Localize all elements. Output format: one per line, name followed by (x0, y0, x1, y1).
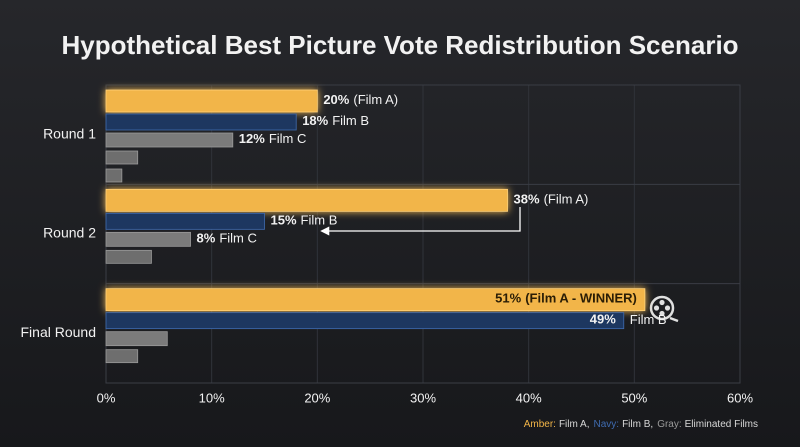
value-label: 51% (495, 291, 521, 306)
bar (105, 150, 139, 165)
data-label: 20% (Film A) (323, 92, 398, 107)
bar (105, 188, 508, 212)
bar (105, 168, 123, 183)
value-label: 38% (514, 192, 540, 207)
bar (105, 113, 297, 131)
bar (105, 231, 191, 247)
annotation: (Film A) (544, 192, 589, 207)
value-label: 20% (323, 92, 349, 107)
x-tick-label: 60% (727, 390, 753, 405)
legend: Amber: Film A, Navy: Film B, Gray: Eliminated… (524, 419, 758, 430)
y-tick-label: Final Round (21, 324, 97, 340)
bar (105, 132, 234, 148)
legend-label: Film A, (559, 419, 590, 430)
annotation: Film B (332, 113, 369, 128)
bar (105, 312, 625, 330)
y-tick-label: Round 1 (43, 125, 96, 141)
y-tick-label: Round 2 (43, 225, 96, 241)
x-tick-label: 10% (199, 390, 225, 405)
value-label: 12% (239, 131, 265, 146)
redistribution-arrow (320, 207, 521, 236)
x-tick-label: 20% (304, 390, 330, 405)
bar (105, 331, 168, 347)
bar (105, 249, 152, 264)
value-label: 8% (197, 231, 216, 246)
data-label: 12% Film C (239, 131, 307, 146)
chart-title: Hypothetical Best Picture Vote Redistrib… (61, 30, 738, 60)
x-tick-label: 50% (621, 390, 647, 405)
data-label: 8% Film C (197, 231, 257, 246)
bar (105, 288, 646, 312)
annotation: (Film A - WINNER) (525, 291, 637, 306)
annotation: (Film A) (353, 92, 398, 107)
annotation: Film B (630, 312, 667, 327)
bar (105, 212, 265, 230)
value-label: 49% (590, 312, 616, 327)
bar (105, 89, 318, 113)
legend-key: Amber: (524, 419, 556, 430)
value-label: 15% (271, 213, 297, 228)
x-tick-label: 0% (97, 390, 116, 405)
annotation: Film B (301, 213, 338, 228)
x-tick-label: 40% (516, 390, 542, 405)
legend-label: Eliminated Films (685, 419, 758, 430)
bar (105, 349, 139, 364)
value-label: 18% (302, 113, 328, 128)
data-label: 15% Film B (271, 213, 338, 228)
data-label: 51% (Film A - WINNER) (495, 291, 637, 306)
data-label: 18% Film B (302, 113, 369, 128)
legend-key: Navy: (594, 419, 620, 430)
annotation: Film C (219, 231, 257, 246)
legend-key: Gray: (657, 419, 681, 430)
data-label: 38% (Film A) (514, 192, 589, 207)
film-reel-icon (649, 295, 679, 323)
annotation: Film C (269, 131, 307, 146)
x-tick-label: 30% (410, 390, 436, 405)
data-label: 49% (590, 312, 616, 327)
legend-label: Film B, (622, 419, 653, 430)
